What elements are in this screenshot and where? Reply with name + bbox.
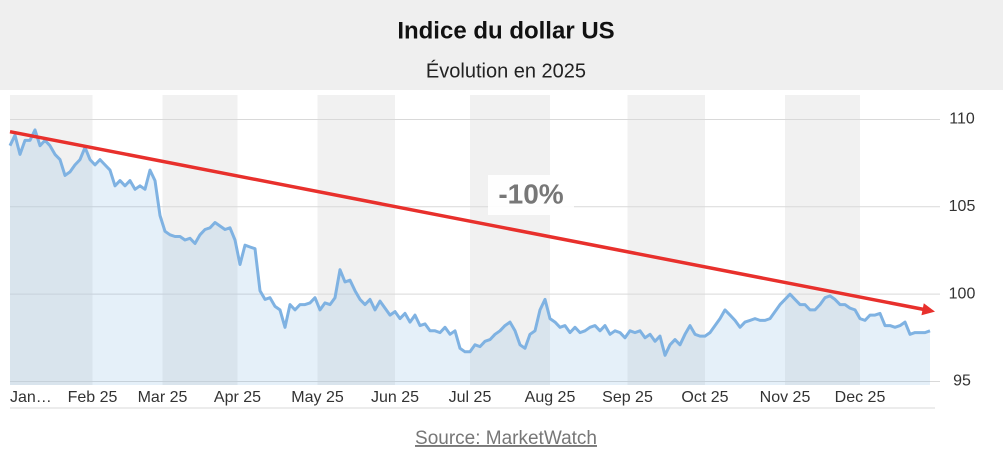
x-tick-label: Oct 25 <box>681 389 728 406</box>
x-tick-label: Dec 25 <box>835 389 886 406</box>
x-tick-label: Jul 25 <box>449 389 492 406</box>
area <box>10 129 930 385</box>
title-banner <box>0 0 1003 90</box>
x-tick-label: Mar 25 <box>138 389 188 406</box>
x-tick-label: Apr 25 <box>214 389 261 406</box>
x-tick-label: Jun 25 <box>371 389 419 406</box>
x-tick-label: Feb 25 <box>68 389 118 406</box>
trend-arrowhead <box>921 303 935 316</box>
x-tick-label: May 25 <box>291 389 344 406</box>
x-tick-label: Aug 25 <box>525 389 576 406</box>
y-tick-label: 95 <box>953 373 971 390</box>
x-tick-label: Nov 25 <box>760 389 811 406</box>
month-band <box>785 95 860 385</box>
month-band <box>317 95 395 385</box>
chart-subtitle: Évolution en 2025 <box>426 59 586 82</box>
y-tick-label: 100 <box>949 285 976 302</box>
y-tick-label: 105 <box>949 198 976 215</box>
line <box>8 128 931 357</box>
chart-title: Indice du dollar US <box>397 17 614 44</box>
annotation-bg <box>488 175 574 215</box>
x-tick-label: Jan… <box>10 389 52 406</box>
month-band <box>162 95 238 385</box>
month-band <box>470 95 550 385</box>
annotation-label: -10% <box>498 178 563 209</box>
x-tick-label: Sep 25 <box>602 389 653 406</box>
source-link[interactable]: Source: MarketWatch <box>415 428 597 449</box>
month-band <box>627 95 705 385</box>
trend-line <box>9 129 928 312</box>
y-tick-label: 110 <box>949 111 975 128</box>
